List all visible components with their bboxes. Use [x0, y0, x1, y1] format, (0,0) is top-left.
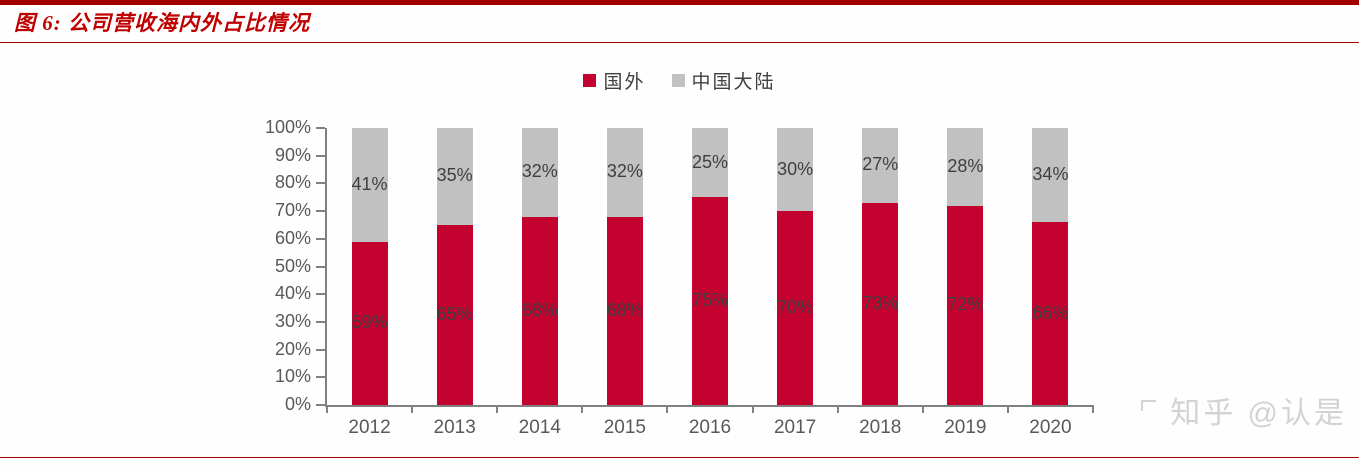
- y-axis-tick: [316, 404, 325, 406]
- x-axis-tick: [411, 405, 414, 413]
- x-axis-tick: [581, 405, 584, 413]
- bar-segment-国外-2014: [521, 216, 558, 405]
- y-axis-tick: [316, 127, 325, 129]
- bar-value-label-国外-2015: 68%: [606, 299, 643, 320]
- bar-value-label-中国大陆-2015: 32%: [606, 161, 643, 182]
- bottom-border-rule: [0, 457, 1359, 458]
- y-axis-tick-label: 60%: [274, 227, 311, 248]
- bar-segment-中国大陆-2015: [606, 128, 643, 217]
- x-axis-tick: [751, 405, 754, 413]
- bar-value-label-国外-2012: 59%: [351, 312, 388, 333]
- bar-value-label-中国大陆-2018: 27%: [862, 154, 899, 175]
- bar-segment-中国大陆-2017: [777, 128, 814, 212]
- x-axis-tick: [326, 405, 328, 413]
- bar-segment-中国大陆-2018: [862, 128, 899, 203]
- top-border-rule: [0, 0, 1359, 5]
- bar-value-label-国外-2016: 75%: [691, 290, 729, 311]
- bar-segment-中国大陆-2016: [692, 128, 728, 198]
- x-axis-category-label: 2013: [433, 417, 476, 438]
- bar-segment-国外-2019: [947, 205, 984, 405]
- y-axis-tick: [316, 182, 325, 185]
- bar-segment-国外-2015: [606, 216, 643, 405]
- x-axis-tick: [666, 405, 669, 413]
- y-axis-tick-label: 40%: [274, 283, 311, 304]
- bar-value-label-中国大陆-2020: 34%: [1032, 164, 1069, 185]
- bar-segment-国外-2012: [351, 241, 388, 405]
- watermark: 知乎 @认是: [1141, 388, 1347, 432]
- y-axis-tick: [316, 237, 325, 240]
- y-axis-tick-label: 30%: [274, 310, 311, 331]
- bar-value-label-国外-2019: 72%: [947, 294, 984, 315]
- bar-segment-中国大陆-2019: [947, 128, 984, 206]
- bar-segment-国外-2016: [692, 197, 728, 405]
- bar-segment-国外-2020: [1032, 222, 1069, 405]
- chart-legend: 国外 中国大陆: [0, 67, 1359, 94]
- legend-label: 中国大陆: [691, 71, 776, 93]
- y-axis-tick: [316, 265, 325, 268]
- bar-value-label-中国大陆-2016: 25%: [691, 151, 729, 172]
- x-axis-tick: [921, 405, 924, 413]
- legend-item-中国大陆: 中国大陆: [671, 67, 776, 94]
- y-axis-tick-label: 90%: [274, 144, 311, 165]
- x-axis-category-label: 2020: [1029, 417, 1072, 438]
- y-axis-tick: [316, 348, 325, 351]
- bar-value-label-中国大陆-2012: 41%: [351, 173, 388, 194]
- bar-value-label-国外-2017: 70%: [777, 297, 814, 318]
- x-axis-category-label: 2012: [348, 417, 391, 438]
- x-axis-tick: [836, 405, 839, 413]
- x-axis-category-label: 2014: [518, 417, 561, 438]
- legend-label: 国外: [603, 71, 646, 93]
- y-axis-tick-label: 0%: [284, 394, 311, 414]
- bar-value-label-中国大陆-2013: 35%: [436, 165, 473, 186]
- bar-segment-中国大陆-2014: [521, 128, 558, 217]
- bar-value-label-中国大陆-2014: 32%: [521, 161, 558, 182]
- bar-value-label-中国大陆-2019: 28%: [947, 155, 984, 176]
- plot-area: 0% 10% 20% 30% 40% 50% 60% 70% 80% 90% 100% 59% 41% 2…: [265, 117, 1094, 438]
- x-axis-tick: [1006, 405, 1009, 413]
- bar-segment-中国大陆-2020: [1032, 128, 1069, 223]
- bar-value-label-中国大陆-2017: 30%: [777, 158, 814, 179]
- y-axis-tick: [316, 320, 325, 323]
- bar-value-label-国外-2020: 66%: [1032, 302, 1069, 323]
- figure-title: 图 6: 公司营收海内外占比情况: [14, 11, 310, 35]
- bar-segment-国外-2018: [862, 202, 899, 405]
- bar-value-label-国外-2014: 68%: [521, 299, 558, 320]
- y-axis-tick-label: 70%: [274, 200, 311, 221]
- bar-segment-中国大陆-2012: [351, 128, 388, 242]
- y-axis-tick-label: 100%: [264, 117, 311, 137]
- legend-item-国外: 国外: [583, 67, 645, 94]
- x-axis-category-label: 2019: [944, 417, 987, 438]
- y-axis-tick-label: 80%: [274, 172, 311, 193]
- bar-value-label-国外-2013: 65%: [436, 303, 473, 324]
- bar-segment-国外-2017: [777, 211, 814, 405]
- y-axis-tick-label: 20%: [274, 338, 311, 359]
- y-axis-tick-label: 10%: [274, 366, 311, 387]
- x-axis-tick: [1092, 405, 1094, 413]
- y-axis-tick: [316, 376, 325, 379]
- title-underline-rule: [0, 42, 1359, 43]
- x-axis-category-label: 2016: [688, 417, 732, 438]
- bar-value-label-国外-2018: 73%: [862, 292, 899, 313]
- bar-segment-国外-2013: [436, 224, 473, 405]
- y-axis-tick: [316, 154, 325, 157]
- watermark-corner-mark: [1141, 400, 1157, 411]
- y-axis-tick: [316, 210, 325, 213]
- y-axis-tick: [316, 293, 325, 296]
- x-axis-category-label: 2015: [603, 417, 647, 438]
- x-axis-category-label: 2018: [859, 417, 902, 438]
- y-axis-tick-label: 50%: [274, 255, 311, 276]
- bar-segment-中国大陆-2013: [436, 128, 473, 225]
- x-axis-category-label: 2017: [773, 417, 817, 438]
- x-axis-tick: [496, 405, 499, 413]
- watermark-text: 知乎 @认是: [1170, 397, 1347, 430]
- legend-swatch-icon: [583, 73, 597, 87]
- legend-swatch-icon: [671, 73, 685, 87]
